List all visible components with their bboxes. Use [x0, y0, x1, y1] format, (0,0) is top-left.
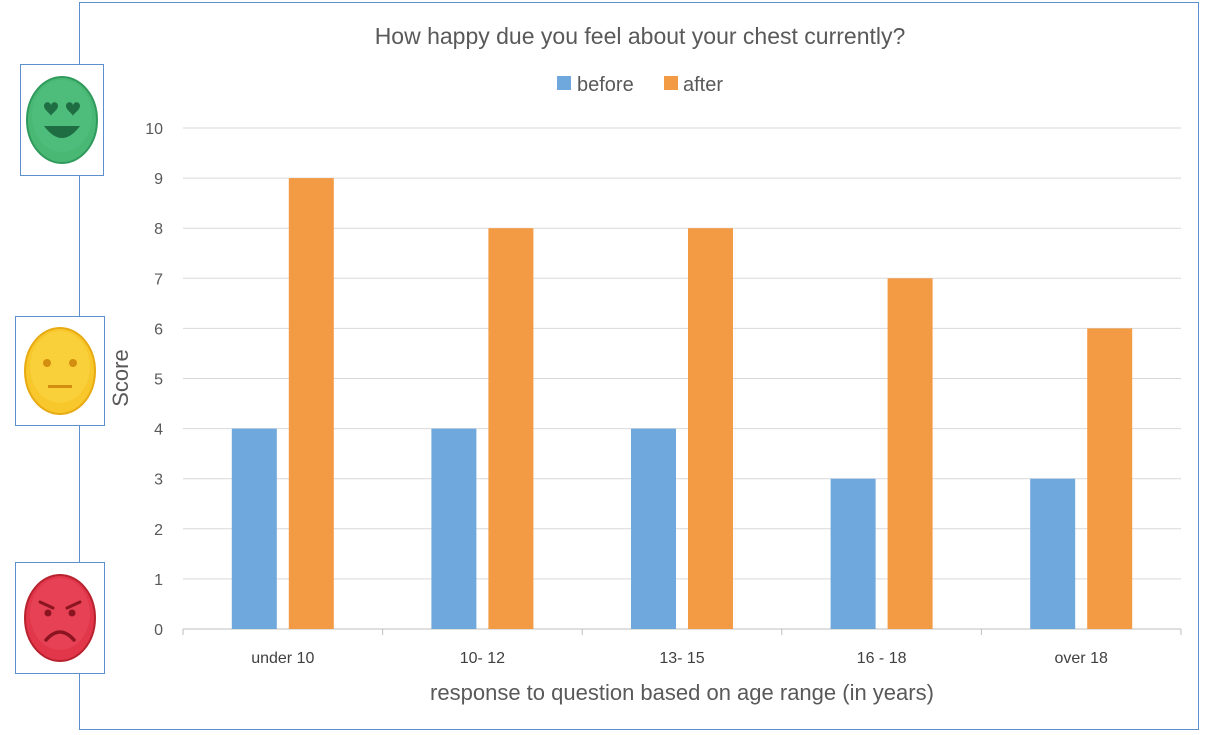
legend: before after [557, 74, 723, 96]
y-tick-label: 2 [154, 522, 163, 539]
x-tick-label: 13- 15 [659, 650, 704, 667]
happy-face-icon [26, 76, 98, 164]
bar-after-1 [488, 228, 534, 629]
legend-swatch-before [557, 76, 571, 90]
bar-after-2 [688, 228, 733, 629]
legend-label-after: after [683, 74, 723, 96]
y-tick-label: 8 [154, 221, 163, 238]
x-tick-label: under 10 [251, 650, 314, 667]
angry-face-panel [15, 562, 105, 674]
happy-face-panel [20, 64, 104, 176]
neutral-face-icon [24, 327, 96, 415]
legend-label-before: before [577, 74, 634, 96]
x-tick-label: 16 - 18 [857, 650, 907, 667]
neutral-face-panel [15, 316, 105, 426]
angry-face-icon [24, 574, 96, 662]
x-tick-label: 10- 12 [460, 650, 505, 667]
y-tick-label: 1 [154, 572, 163, 589]
gridlines [182, 127, 1182, 635]
bar-before-3 [830, 478, 876, 629]
y-tick-label: 4 [154, 422, 163, 439]
bar-before-2 [631, 428, 676, 629]
chart-title: How happy due you feel about your chest … [375, 23, 906, 49]
y-tick-label: 7 [154, 271, 163, 288]
x-axis-label: response to question based on age range … [430, 680, 934, 705]
bar-before-4 [1030, 478, 1076, 629]
bar-after-4 [1087, 328, 1133, 629]
y-tick-label: 10 [145, 121, 163, 138]
bar-after-3 [887, 278, 933, 629]
y-tick-label: 5 [154, 372, 163, 389]
bar-after-0 [288, 178, 334, 629]
y-tick-label: 6 [154, 321, 163, 338]
x-tick-label: over 18 [1055, 650, 1108, 667]
x-axis-ticks: under 10 10- 12 13- 15 16 - 18 over 18 [251, 650, 1108, 667]
bars [231, 178, 1133, 629]
bar-before-1 [431, 428, 477, 629]
y-tick-label: 9 [154, 171, 163, 188]
y-axis-ticks: 0 1 2 3 4 5 6 7 8 9 10 [145, 121, 163, 639]
y-tick-label: 0 [154, 622, 163, 639]
bar-before-0 [231, 428, 277, 629]
y-axis-label: Score [108, 349, 133, 406]
y-tick-label: 3 [154, 472, 163, 489]
legend-swatch-after [664, 76, 678, 90]
